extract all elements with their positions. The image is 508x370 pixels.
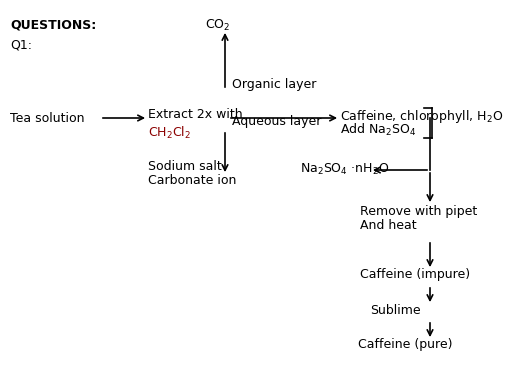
Text: Na$_2$SO$_4$ ·nH$_2$O: Na$_2$SO$_4$ ·nH$_2$O: [300, 162, 389, 177]
Text: Tea solution: Tea solution: [10, 111, 84, 124]
Text: Organic layer: Organic layer: [232, 78, 316, 91]
Text: CO$_2$: CO$_2$: [205, 18, 230, 33]
Text: Extract 2x with: Extract 2x with: [148, 108, 243, 121]
Text: And heat: And heat: [360, 219, 417, 232]
Text: Sodium salt: Sodium salt: [148, 160, 222, 173]
Text: Caffeine, chlorophyll, H$_2$O: Caffeine, chlorophyll, H$_2$O: [340, 108, 503, 125]
Text: Carbonate ion: Carbonate ion: [148, 174, 236, 187]
Text: Sublime: Sublime: [370, 304, 421, 317]
Text: Caffeine (pure): Caffeine (pure): [358, 338, 453, 351]
Text: Aqueous layer: Aqueous layer: [232, 115, 322, 128]
Text: CH$_2$Cl$_2$: CH$_2$Cl$_2$: [148, 125, 191, 141]
Text: Add Na$_2$SO$_4$: Add Na$_2$SO$_4$: [340, 122, 417, 138]
Text: Caffeine (impure): Caffeine (impure): [360, 268, 470, 281]
Text: QUESTIONS:: QUESTIONS:: [10, 18, 96, 31]
Text: Q1:: Q1:: [10, 38, 32, 51]
Text: Remove with pipet: Remove with pipet: [360, 205, 477, 218]
